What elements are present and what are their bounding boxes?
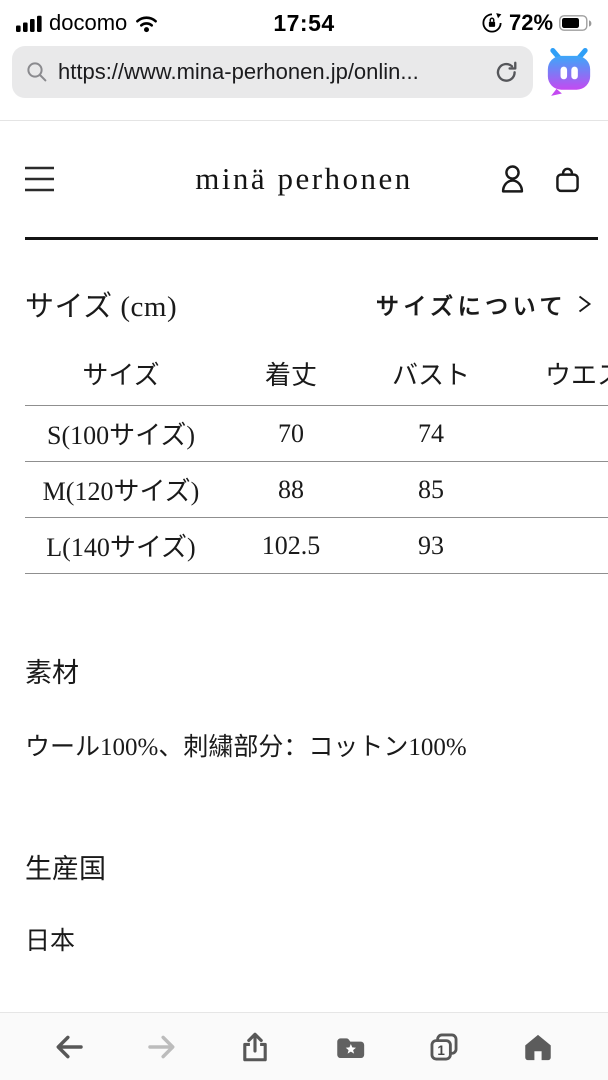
origin-heading: 生産国 — [25, 854, 106, 884]
battery-percent-label: 72% — [508, 10, 554, 35]
size-table-header-row: サイズ 着丈 バスト ウエスト — [25, 349, 608, 406]
table-row: M(120サイズ) 88 85 — [25, 461, 608, 518]
col-header-bust: バスト — [365, 349, 497, 406]
size-guide-link-label: サイズについて — [375, 294, 567, 319]
browser-address-row: https://www.mina-perhonen.jp/onlin... — [0, 40, 608, 120]
size-section-heading: サイズ (cm) — [25, 291, 178, 323]
cell-size: S(100サイズ) — [25, 405, 217, 462]
status-bar: docomo 17:54 72% — [0, 0, 608, 40]
address-bar-divider — [0, 120, 608, 121]
cart-bag-icon[interactable] — [552, 160, 583, 198]
carrier-label: docomo — [49, 10, 128, 35]
cell-bust: 93 — [365, 517, 497, 574]
status-right: 72% — [335, 10, 592, 36]
signal-strength-icon — [16, 14, 42, 32]
reload-icon[interactable] — [493, 59, 520, 86]
status-left: docomo — [16, 10, 273, 36]
site-logo[interactable]: minä perhonen — [195, 161, 413, 196]
cell-size: M(120サイズ) — [25, 461, 217, 518]
cell-waist — [497, 461, 608, 518]
cell-bust: 85 — [365, 461, 497, 518]
browser-toolbar: 1 — [0, 1012, 608, 1080]
material-heading: 素材 — [25, 658, 79, 688]
back-button[interactable] — [52, 1030, 86, 1064]
forward-button[interactable] — [145, 1030, 179, 1064]
chevron-right-icon — [575, 292, 594, 316]
cell-length: 88 — [217, 461, 365, 518]
col-header-length: 着丈 — [217, 349, 365, 406]
url-text[interactable]: https://www.mina-perhonen.jp/onlin... — [58, 59, 419, 84]
home-button[interactable] — [520, 1030, 556, 1064]
table-row: L(140サイズ) 102.5 93 — [25, 517, 608, 574]
cell-bust: 74 — [365, 405, 497, 462]
material-body: ウール100%、刺繍部分：コットン100% — [25, 734, 467, 761]
tab-count-label: 1 — [437, 1042, 445, 1057]
table-row: S(100サイズ) 70 74 — [25, 405, 608, 462]
search-icon — [25, 60, 49, 84]
cell-length: 70 — [217, 405, 365, 462]
bilibili-app-icon[interactable] — [542, 47, 596, 97]
origin-body: 日本 — [25, 928, 76, 955]
tab-switcher-icon[interactable]: 1 — [427, 1030, 461, 1064]
cell-waist — [497, 405, 608, 462]
col-header-size: サイズ — [25, 349, 217, 406]
share-icon[interactable] — [238, 1030, 272, 1064]
size-guide-link[interactable]: サイズについて — [376, 287, 594, 321]
address-bar[interactable]: https://www.mina-perhonen.jp/onlin... — [12, 46, 533, 98]
orientation-lock-icon — [481, 12, 503, 34]
col-header-waist: ウエスト — [497, 349, 608, 406]
header-divider — [25, 237, 598, 240]
wifi-icon — [134, 14, 159, 33]
battery-icon — [559, 14, 592, 32]
hamburger-menu-icon[interactable] — [25, 163, 55, 195]
account-icon[interactable] — [497, 160, 528, 198]
cell-waist — [497, 517, 608, 574]
bookmarks-folder-icon[interactable] — [332, 1030, 368, 1064]
cell-length: 102.5 — [217, 517, 365, 574]
clock: 17:54 — [273, 9, 335, 36]
size-table: サイズ 着丈 バスト ウエスト S(100サイズ) 70 74 M(120サイズ… — [25, 349, 608, 574]
cell-size: L(140サイズ) — [25, 517, 217, 574]
site-header: minä perhonen — [0, 121, 608, 237]
size-table-scroll-area[interactable]: サイズ 着丈 バスト ウエスト S(100サイズ) 70 74 M(120サイズ… — [25, 349, 608, 574]
